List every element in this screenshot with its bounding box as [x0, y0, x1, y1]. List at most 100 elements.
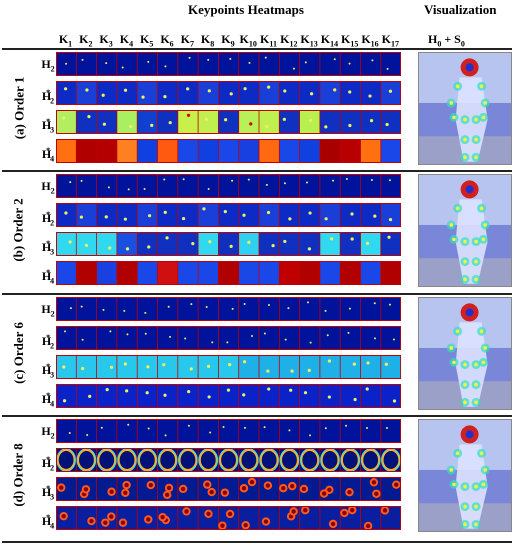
heatmap-row	[56, 506, 402, 530]
heatmap-cell	[340, 384, 361, 408]
heatmap-peak	[190, 303, 193, 306]
viz-title: Visualization	[424, 2, 497, 17]
heatmap-cell	[238, 52, 259, 76]
row-border	[56, 297, 402, 321]
row-label: H*4	[41, 513, 55, 531]
heatmap-peak	[79, 215, 83, 219]
heatmap-cell	[137, 203, 158, 227]
joint-point	[479, 206, 484, 211]
keypoint-column-label: K13	[300, 32, 318, 49]
heatmap-cell	[360, 203, 381, 227]
heatmap-cell	[259, 326, 280, 350]
joint-point	[463, 239, 467, 244]
heatmap-cell	[299, 232, 320, 256]
viz-subtitle: H0 + S0	[428, 32, 465, 49]
heatmap-peak	[182, 178, 185, 181]
heatmap-cell	[157, 297, 178, 321]
heatmap-cell	[157, 355, 178, 379]
heatmap-peak	[229, 244, 233, 248]
heatmap-ring	[300, 448, 320, 472]
row-label: H2	[41, 57, 55, 74]
head-core	[465, 430, 474, 439]
heatmap-peak	[385, 122, 389, 127]
heatmap-cell	[96, 203, 117, 227]
row-border	[56, 384, 402, 408]
heatmap-peak	[385, 426, 388, 429]
keypoint-column-label: K6	[160, 32, 174, 49]
heatmap-cell	[137, 81, 158, 105]
heatmap-peak	[243, 426, 246, 429]
heatmap-cell	[198, 448, 219, 472]
heatmap-cell	[177, 139, 199, 163]
heatmap-cell	[279, 139, 300, 163]
heatmap-cell	[380, 203, 402, 227]
heatmap-peak	[145, 391, 149, 395]
heatmap-peak	[189, 367, 193, 371]
heatmap-cell	[299, 326, 320, 350]
joint-point	[474, 522, 478, 527]
heatmap-cell	[380, 139, 402, 163]
joint-point	[449, 101, 453, 105]
heatmap-cell	[279, 261, 300, 285]
heatmap-peak	[310, 92, 314, 96]
heatmap-cell	[177, 384, 199, 408]
group-label: (c) Order 6	[11, 321, 27, 384]
heatmap-peak	[283, 182, 286, 185]
heatmap-peak	[81, 366, 85, 371]
heatmap-cell	[137, 261, 158, 285]
heatmap-cell	[360, 261, 381, 285]
heatmap-cell	[56, 384, 77, 408]
keypoint-column-label: K17	[381, 32, 399, 49]
heatmap-peak	[263, 332, 266, 335]
heatmap-cell	[259, 355, 280, 379]
heatmap-peak	[332, 179, 335, 182]
heatmap-cell	[177, 326, 199, 350]
heatmap-cell	[340, 261, 361, 285]
heatmap-peak	[373, 302, 376, 305]
heatmap-peak	[348, 90, 352, 94]
heatmap-cell	[137, 419, 158, 443]
heatmap-peak	[283, 239, 287, 244]
heatmap-row	[56, 297, 402, 321]
heatmap-peak	[81, 338, 84, 341]
heatmap-ring	[361, 448, 381, 472]
heatmap-blob-core	[206, 511, 211, 517]
heatmap-peak	[327, 359, 332, 363]
heatmap-cell	[76, 384, 97, 408]
group-separator	[2, 293, 512, 295]
heatmap-cell	[380, 448, 402, 472]
heatmap-peak	[211, 341, 214, 344]
heatmap-cell	[157, 203, 178, 227]
heatmap-cell	[177, 232, 199, 256]
heatmap-cell	[76, 448, 97, 472]
joint-point	[455, 451, 460, 456]
heatmap-peak	[242, 360, 247, 364]
heatmap-peak	[365, 241, 370, 245]
heatmap-cell	[380, 297, 402, 321]
heatmap-ring	[320, 448, 340, 472]
heatmap-cell	[238, 384, 259, 408]
heatmap-peak	[366, 426, 369, 429]
heatmap-peak	[348, 123, 352, 128]
heatmap-peak	[373, 337, 376, 340]
heatmap-peak	[224, 118, 228, 122]
heatmap-ring	[259, 448, 279, 472]
joint-point	[483, 346, 488, 350]
heatmap-ring	[218, 448, 239, 472]
joint-point	[481, 482, 486, 487]
heatmap-cell	[218, 419, 239, 443]
heatmap-cell	[96, 297, 117, 321]
row-border	[56, 261, 402, 285]
heatmap-peak	[69, 181, 72, 184]
heatmap-blob-core	[227, 511, 233, 517]
heatmap-peak	[267, 85, 271, 89]
keypoint-column-label: K4	[119, 32, 134, 49]
group-separator	[2, 48, 512, 50]
keypoint-column-label: K8	[200, 32, 215, 49]
heatmap-cell	[218, 297, 239, 321]
heatmap-peak	[207, 395, 211, 399]
heatmap-peak	[388, 179, 391, 182]
heatmap-peak	[64, 330, 67, 333]
heatmap-cell	[259, 297, 280, 321]
heatmap-peak	[187, 424, 190, 427]
